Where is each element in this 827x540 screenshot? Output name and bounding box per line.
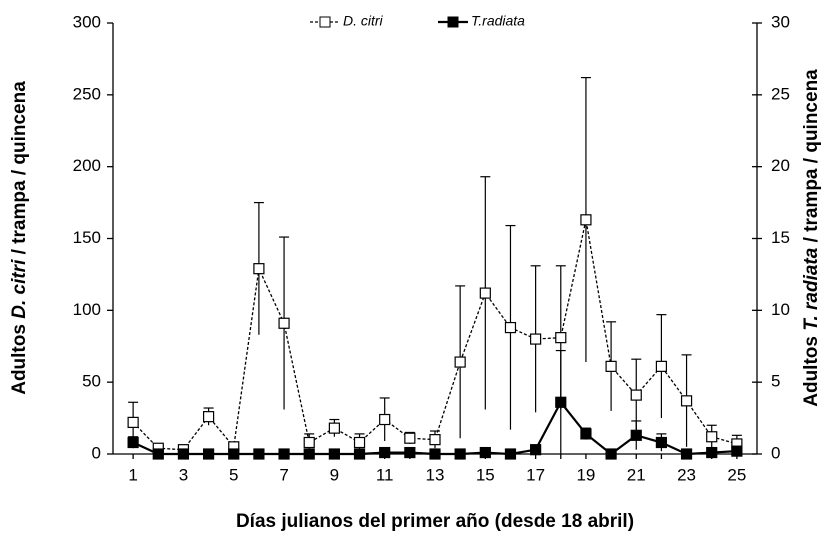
marker — [504, 321, 517, 334]
marker — [479, 446, 491, 459]
y-axis-title: Adultos D. citri / trampa / quincena — [9, 81, 30, 395]
x-axis-title: Días julianos del primer año (desde 18 a… — [236, 511, 634, 532]
y-tick-label: 200 — [73, 156, 101, 175]
marker — [328, 422, 340, 434]
marker — [177, 448, 190, 460]
x-tick-label: 5 — [229, 465, 238, 484]
marker — [580, 428, 592, 440]
marker — [530, 444, 542, 456]
marker — [353, 436, 366, 449]
x-tick-label: 9 — [330, 465, 339, 484]
y-tick-label: 250 — [73, 84, 101, 103]
y-tick-label: 100 — [73, 300, 101, 319]
marker — [530, 333, 542, 345]
marker — [253, 263, 265, 275]
marker — [127, 436, 139, 449]
y2-tick-label: 20 — [771, 156, 790, 175]
y2-axis-title-part: T. radiata — [801, 247, 822, 330]
x-tick-label: 1 — [128, 465, 137, 484]
marker — [706, 431, 718, 443]
x-tick-label: 25 — [727, 465, 746, 484]
y2-tick-label: 10 — [771, 300, 790, 319]
marker — [353, 448, 366, 460]
marker — [253, 448, 265, 460]
y2-tick-label: 5 — [771, 372, 780, 391]
marker — [278, 317, 290, 329]
y-tick-label: 300 — [73, 12, 101, 31]
marker — [504, 448, 517, 460]
legend-label: T.radiata — [471, 13, 525, 29]
marker — [379, 413, 391, 426]
y2-tick-label: 0 — [771, 443, 780, 462]
marker — [303, 436, 315, 449]
y2-tick-label: 15 — [771, 228, 790, 247]
marker — [680, 395, 693, 407]
y2-axis-title-part: / trampa / quincena — [801, 69, 822, 248]
y-tick-label: 0 — [92, 443, 101, 462]
marker — [454, 448, 466, 460]
marker — [127, 416, 139, 428]
y-axis-title-part: / trampa / quincena — [9, 81, 30, 260]
marker — [555, 396, 567, 408]
legend-marker — [447, 16, 459, 28]
x-tick-label: 23 — [677, 465, 696, 484]
x-tick-label: 21 — [627, 465, 646, 484]
marker — [731, 445, 743, 457]
legend-label: D. citri — [343, 13, 384, 29]
marker — [555, 332, 567, 344]
series-line — [132, 219, 738, 451]
y-tick-label: 150 — [73, 228, 101, 247]
marker — [278, 448, 290, 460]
marker — [404, 432, 416, 444]
y-tick-label: 50 — [82, 372, 101, 391]
x-tick-label: 7 — [279, 465, 288, 484]
marker — [605, 448, 617, 460]
marker — [429, 448, 441, 460]
marker — [655, 436, 668, 449]
x-tick-label: 11 — [376, 465, 394, 484]
marker — [228, 448, 240, 460]
marker — [680, 448, 693, 460]
marker — [202, 411, 215, 423]
y2-tick-label: 25 — [771, 84, 790, 103]
marker — [429, 434, 441, 446]
y-axis-title-part: Adultos — [9, 319, 30, 395]
x-tick-label: 15 — [476, 465, 495, 484]
marker — [655, 360, 668, 372]
x-tick-label: 17 — [526, 465, 545, 484]
marker — [152, 448, 164, 460]
x-tick-label: 3 — [179, 465, 188, 484]
marker — [379, 446, 391, 459]
legend-marker — [319, 16, 331, 28]
y-axis-title-part: D. citri — [9, 259, 30, 319]
x-tick-label: 19 — [576, 465, 595, 484]
marker — [605, 360, 617, 372]
marker — [630, 429, 642, 441]
marker — [479, 287, 491, 299]
y2-tick-label: 30 — [771, 12, 790, 31]
marker — [202, 448, 215, 460]
marker — [630, 389, 642, 401]
marker — [580, 214, 592, 226]
x-tick-label: 13 — [426, 465, 445, 484]
y2-axis-title-part: Adultos — [801, 331, 822, 407]
marker — [328, 448, 340, 460]
marker — [303, 448, 315, 460]
marker — [404, 446, 416, 459]
y2-axis-title: Adultos T. radiata / trampa / quincena — [801, 69, 822, 407]
marker — [706, 446, 718, 459]
marker — [454, 356, 466, 368]
